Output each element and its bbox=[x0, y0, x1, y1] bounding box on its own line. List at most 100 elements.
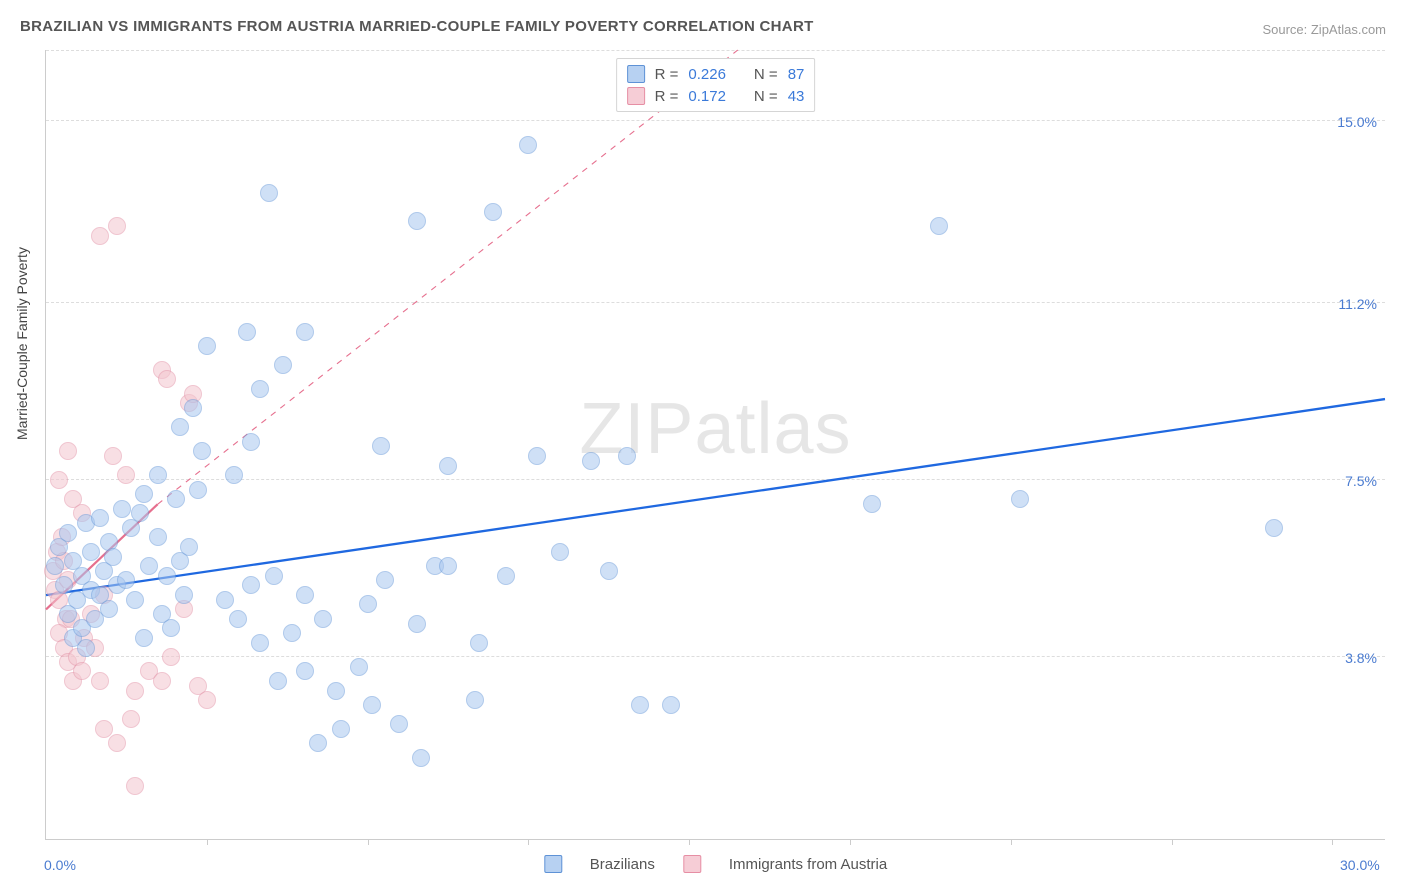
scatter-point bbox=[528, 447, 546, 465]
legend-swatch-2 bbox=[683, 855, 701, 873]
stats-n-2: 43 bbox=[788, 88, 805, 105]
scatter-point bbox=[108, 734, 126, 752]
y-axis-title: Married-Couple Family Poverty bbox=[14, 247, 30, 440]
gridline bbox=[46, 120, 1385, 121]
scatter-point bbox=[265, 567, 283, 585]
scatter-point bbox=[135, 629, 153, 647]
legend-label-2: Immigrants from Austria bbox=[729, 856, 887, 873]
scatter-point bbox=[126, 591, 144, 609]
scatter-point bbox=[470, 634, 488, 652]
y-tick-label: 7.5% bbox=[1345, 473, 1377, 489]
stats-row-2: R = 0.172 N = 43 bbox=[627, 85, 805, 107]
scatter-point bbox=[91, 227, 109, 245]
scatter-point bbox=[162, 648, 180, 666]
scatter-point bbox=[363, 696, 381, 714]
stats-r-label: R = bbox=[655, 88, 679, 105]
scatter-point bbox=[122, 710, 140, 728]
scatter-point bbox=[327, 682, 345, 700]
scatter-point bbox=[180, 538, 198, 556]
watermark-atlas: atlas bbox=[694, 389, 851, 469]
scatter-point bbox=[296, 662, 314, 680]
scatter-point bbox=[296, 586, 314, 604]
scatter-point bbox=[332, 720, 350, 738]
scatter-point bbox=[82, 543, 100, 561]
scatter-point bbox=[1011, 490, 1029, 508]
scatter-point bbox=[376, 571, 394, 589]
scatter-point bbox=[135, 485, 153, 503]
scatter-point bbox=[618, 447, 636, 465]
x-tick-label: 0.0% bbox=[44, 857, 76, 873]
scatter-point bbox=[519, 136, 537, 154]
y-tick-label: 15.0% bbox=[1337, 114, 1377, 130]
y-tick-label: 3.8% bbox=[1345, 650, 1377, 666]
scatter-point bbox=[91, 672, 109, 690]
stats-box: R = 0.226 N = 87 R = 0.172 N = 43 bbox=[616, 58, 816, 112]
scatter-point bbox=[131, 504, 149, 522]
scatter-point bbox=[73, 662, 91, 680]
scatter-point bbox=[189, 481, 207, 499]
stats-n-label: N = bbox=[754, 88, 778, 105]
scatter-point bbox=[412, 749, 430, 767]
scatter-point bbox=[1265, 519, 1283, 537]
x-tick bbox=[1332, 839, 1333, 845]
scatter-point bbox=[91, 509, 109, 527]
x-tick-label: 30.0% bbox=[1340, 857, 1380, 873]
scatter-point bbox=[193, 442, 211, 460]
scatter-point bbox=[50, 471, 68, 489]
scatter-point bbox=[59, 605, 77, 623]
scatter-point bbox=[162, 619, 180, 637]
scatter-point bbox=[309, 734, 327, 752]
scatter-point bbox=[439, 557, 457, 575]
scatter-point bbox=[229, 610, 247, 628]
scatter-point bbox=[171, 418, 189, 436]
scatter-point bbox=[198, 691, 216, 709]
scatter-point bbox=[484, 203, 502, 221]
x-tick bbox=[528, 839, 529, 845]
legend-swatch-1 bbox=[544, 855, 562, 873]
scatter-point bbox=[631, 696, 649, 714]
scatter-point bbox=[251, 380, 269, 398]
stats-row-1: R = 0.226 N = 87 bbox=[627, 63, 805, 85]
scatter-point bbox=[497, 567, 515, 585]
scatter-point bbox=[863, 495, 881, 513]
gridline bbox=[46, 302, 1385, 303]
scatter-point bbox=[104, 548, 122, 566]
scatter-point bbox=[117, 571, 135, 589]
scatter-point bbox=[149, 466, 167, 484]
scatter-point bbox=[372, 437, 390, 455]
chart-title: BRAZILIAN VS IMMIGRANTS FROM AUSTRIA MAR… bbox=[20, 18, 814, 35]
scatter-point bbox=[55, 576, 73, 594]
x-tick bbox=[207, 839, 208, 845]
scatter-point bbox=[283, 624, 301, 642]
scatter-point bbox=[314, 610, 332, 628]
scatter-point bbox=[46, 557, 64, 575]
scatter-point bbox=[296, 323, 314, 341]
scatter-point bbox=[269, 672, 287, 690]
scatter-point bbox=[117, 466, 135, 484]
scatter-point bbox=[359, 595, 377, 613]
stats-n-1: 87 bbox=[788, 66, 805, 83]
scatter-point bbox=[198, 337, 216, 355]
plot-area: ZIPatlas R = 0.226 N = 87 R = 0.172 N = … bbox=[45, 50, 1385, 840]
swatch-series-1 bbox=[627, 65, 645, 83]
scatter-point bbox=[225, 466, 243, 484]
scatter-point bbox=[408, 212, 426, 230]
scatter-point bbox=[153, 672, 171, 690]
scatter-point bbox=[113, 500, 131, 518]
scatter-point bbox=[59, 442, 77, 460]
scatter-point bbox=[350, 658, 368, 676]
gridline bbox=[46, 479, 1385, 480]
scatter-point bbox=[600, 562, 618, 580]
scatter-point bbox=[126, 682, 144, 700]
scatter-point bbox=[662, 696, 680, 714]
x-tick bbox=[1011, 839, 1012, 845]
scatter-point bbox=[408, 615, 426, 633]
scatter-point bbox=[390, 715, 408, 733]
stats-n-label: N = bbox=[754, 66, 778, 83]
scatter-point bbox=[251, 634, 269, 652]
x-tick bbox=[368, 839, 369, 845]
scatter-point bbox=[582, 452, 600, 470]
legend-label-1: Brazilians bbox=[590, 856, 655, 873]
scatter-point bbox=[104, 447, 122, 465]
scatter-point bbox=[59, 524, 77, 542]
